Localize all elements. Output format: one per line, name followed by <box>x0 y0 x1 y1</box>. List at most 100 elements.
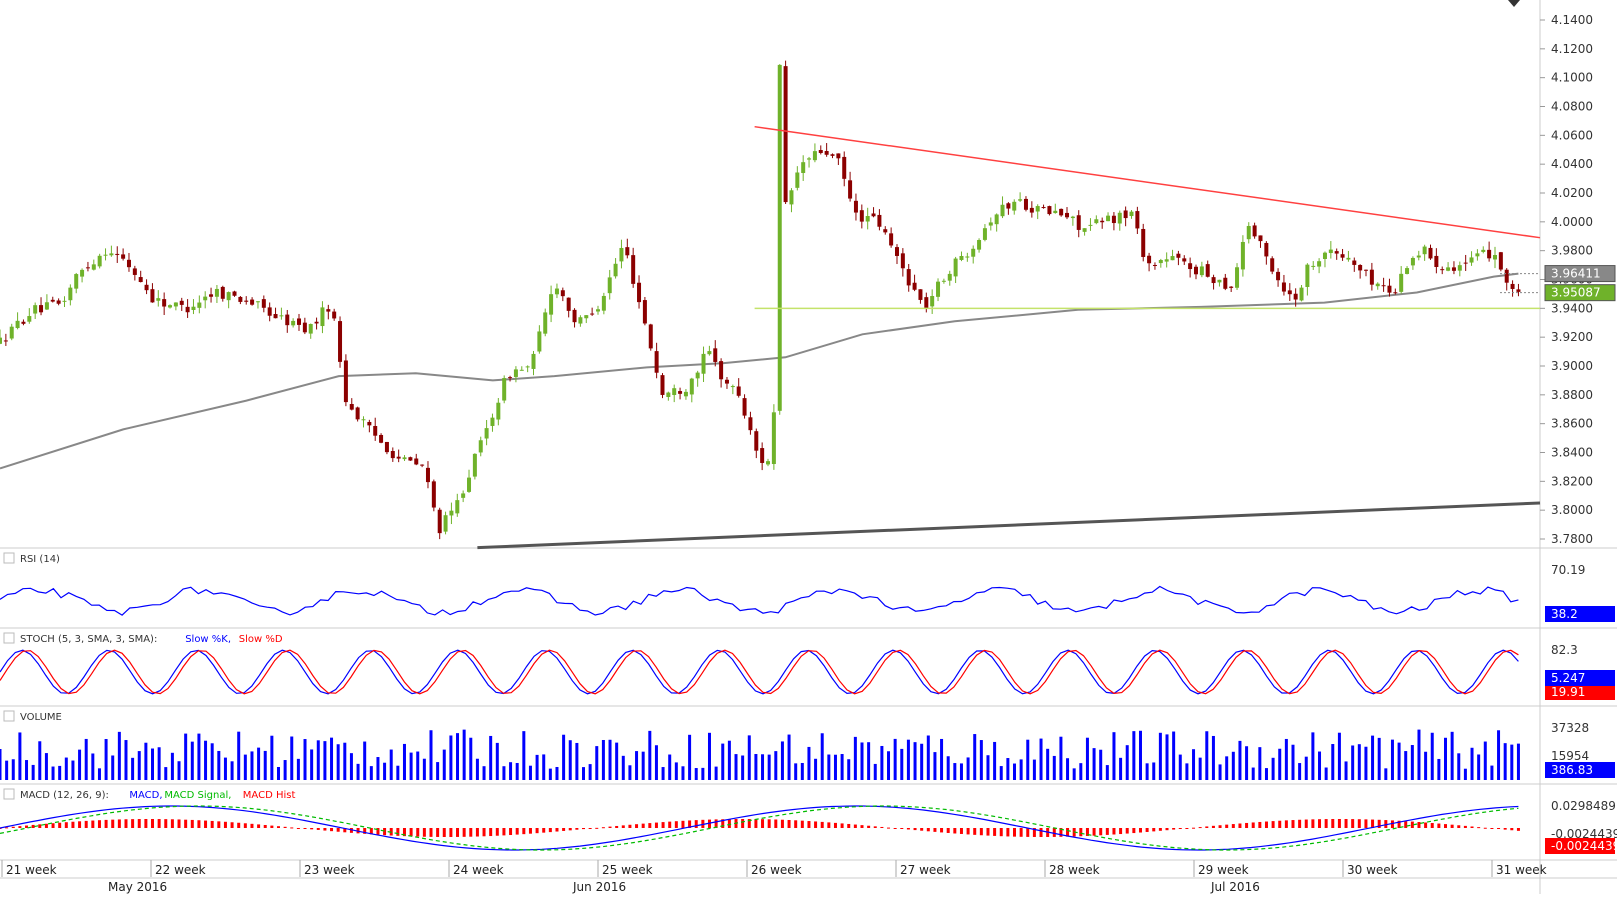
macd-hist-bar <box>111 819 115 828</box>
macd-hist-bar <box>780 819 784 828</box>
macd-panel-legend: MACD, <box>129 790 162 801</box>
candle-body <box>33 305 38 314</box>
macd-hist-bar <box>1444 824 1448 828</box>
macd-hist-bar <box>502 828 506 836</box>
volume-bar <box>1410 745 1414 780</box>
macd-hist-bar <box>747 819 751 828</box>
candle-body <box>807 158 812 160</box>
volume-bar <box>5 760 9 780</box>
price-tick-label: 3.8600 <box>1551 417 1593 431</box>
macd-hist-bar <box>243 823 247 828</box>
candle-body <box>1387 285 1392 293</box>
candle-body <box>1346 257 1351 260</box>
candle-body <box>21 321 26 324</box>
candle-body <box>85 267 90 269</box>
candle-body <box>613 263 618 277</box>
macd-hist-bar <box>78 821 82 828</box>
macd-hist-bar <box>807 821 811 828</box>
macd-hist-bar <box>1132 828 1136 834</box>
macd-hist-bar <box>827 822 831 828</box>
candle-body <box>74 274 79 289</box>
candle-body <box>62 300 67 302</box>
candle-body <box>1299 287 1304 301</box>
volume-bar <box>787 734 791 780</box>
candle-body <box>771 412 776 465</box>
macd-hist-bar <box>661 822 665 828</box>
volume-bar <box>131 757 135 780</box>
macd-panel-title: MACD (12, 26, 9): <box>20 790 109 801</box>
macd-hist-bar <box>754 819 758 828</box>
candle-body <box>812 151 817 161</box>
candle-body <box>121 254 126 259</box>
candle-body <box>425 467 430 483</box>
price-tick-label: 4.0000 <box>1551 215 1593 229</box>
volume-bar <box>276 766 280 780</box>
scroll-arrow-icon[interactable] <box>1508 0 1520 7</box>
stoch-panel-badge <box>1545 684 1615 700</box>
macd-hist-bar <box>263 824 267 828</box>
macd-hist-bar <box>1165 828 1169 831</box>
volume-bar <box>1351 745 1355 780</box>
candle-body <box>1440 269 1445 271</box>
macd-hist-bar <box>475 828 479 837</box>
macd-hist-bar <box>1172 828 1176 830</box>
macd-hist-bar <box>621 825 625 828</box>
macd-hist-bar <box>257 824 261 828</box>
macd-hist-bar <box>926 828 930 832</box>
candle-body <box>1164 259 1169 262</box>
macd-hist-bar <box>290 827 294 829</box>
macd-hist-bar <box>1092 828 1096 836</box>
candle-body <box>730 386 735 388</box>
volume-bar <box>893 738 897 780</box>
candle-body <box>162 299 167 307</box>
volume-bar <box>1013 763 1017 780</box>
stoch-panel-badge <box>1545 670 1615 686</box>
macd-hist-bar <box>867 825 871 828</box>
volume-bar <box>376 757 380 780</box>
macd-hist-bar <box>1079 828 1083 837</box>
candle-body <box>1258 235 1263 242</box>
stoch-panel-legend: Slow %K, <box>185 634 231 645</box>
volume-bar <box>926 735 930 780</box>
volume-bar <box>542 754 546 780</box>
candle-body <box>232 291 237 296</box>
candle-body <box>543 312 548 334</box>
macd-hist-bar <box>674 821 678 828</box>
macd-hist-bar <box>51 823 55 828</box>
macd-hist-bar <box>296 828 300 829</box>
macd-hist-bar <box>654 822 658 828</box>
volume-bar <box>1158 732 1162 780</box>
candle-body <box>150 289 155 303</box>
macd-hist-bar <box>25 825 29 828</box>
candle-body <box>39 305 44 313</box>
macd-hist-bar <box>396 828 400 836</box>
macd-hist-bar <box>548 828 552 833</box>
volume-bar <box>409 752 413 780</box>
volume-bar <box>290 736 294 780</box>
macd-hist-bar <box>336 828 340 832</box>
macd-hist-bar <box>349 828 353 833</box>
candle-body <box>461 493 466 498</box>
volume-bar <box>1331 744 1335 780</box>
volume-bar <box>442 749 446 780</box>
volume-panel-badge <box>1545 762 1615 778</box>
candle-body <box>408 457 413 461</box>
candle-body <box>1317 261 1322 267</box>
macd-hist-bar <box>131 819 135 828</box>
candle-body <box>420 464 425 466</box>
stoch-panel-badge-label: 5.247 <box>1551 671 1585 685</box>
long-support-line <box>477 501 1541 550</box>
macd-hist-bar <box>1198 827 1202 829</box>
volume-bar <box>1245 746 1249 780</box>
volume-bar <box>1039 738 1043 780</box>
macd-hist-bar <box>1371 819 1375 828</box>
candle-body <box>1111 215 1116 224</box>
volume-bar <box>754 754 758 780</box>
macd-hist-bar <box>668 821 672 828</box>
volume-bar <box>1278 748 1282 780</box>
volume-bar <box>1211 735 1215 780</box>
candle-body <box>191 306 196 311</box>
candle-body <box>742 398 747 416</box>
volume-bar <box>1138 730 1142 780</box>
